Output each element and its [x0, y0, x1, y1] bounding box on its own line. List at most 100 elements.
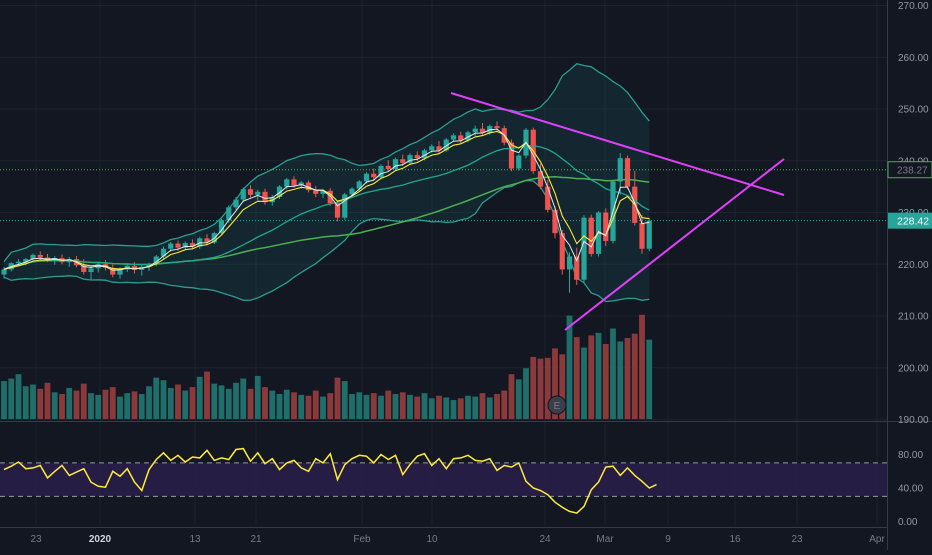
candle-body[interactable] [233, 199, 239, 208]
rsi-panel[interactable] [0, 447, 887, 514]
volume-bar [588, 335, 595, 419]
candle-body[interactable] [639, 222, 645, 249]
candle-body[interactable] [182, 243, 188, 248]
candle-body[interactable] [479, 128, 486, 133]
volume-bar [225, 388, 232, 419]
candle-body[interactable] [508, 142, 515, 169]
volume-bar [530, 356, 537, 419]
earnings-marker[interactable] [547, 395, 567, 415]
candle-body[interactable] [378, 165, 384, 178]
candle-body[interactable] [160, 248, 167, 257]
candle-body[interactable] [516, 155, 522, 169]
candle-body[interactable] [168, 243, 174, 249]
candle-body[interactable] [371, 173, 377, 178]
candle-body[interactable] [458, 135, 464, 141]
candle-body[interactable] [356, 181, 362, 189]
rsi-line[interactable] [3, 447, 657, 514]
candle-body[interactable] [189, 243, 196, 247]
candle-body[interactable] [284, 179, 290, 187]
volume-bar [66, 387, 73, 419]
candle-body[interactable] [581, 217, 587, 280]
candle-body[interactable] [559, 233, 565, 270]
candle-body[interactable] [334, 203, 341, 218]
candle-body[interactable] [646, 220, 652, 249]
volume-bar [124, 393, 131, 419]
candle-body[interactable] [117, 269, 123, 275]
volume-bar [37, 388, 44, 419]
candle-body[interactable] [429, 146, 435, 151]
candle-body[interactable] [81, 265, 87, 273]
volume-bar [639, 314, 645, 419]
candle-body[interactable] [566, 256, 573, 270]
candle-body[interactable] [320, 190, 326, 194]
candle-body[interactable] [465, 132, 471, 141]
candle-body[interactable] [588, 217, 594, 254]
candle-body[interactable] [153, 256, 159, 265]
candle-body[interactable] [363, 173, 370, 182]
candle-body[interactable] [414, 155, 420, 159]
volume-bar [631, 333, 638, 419]
volume-bar [182, 390, 189, 419]
volume-bar [428, 398, 435, 419]
candle-body[interactable] [88, 268, 94, 273]
candle-body[interactable] [131, 265, 138, 270]
candle-body[interactable] [552, 209, 558, 234]
volume-bar [153, 377, 160, 419]
candle-body[interactable] [15, 261, 22, 264]
candle-body[interactable] [291, 179, 297, 186]
candle-body[interactable] [400, 159, 406, 163]
candle-body[interactable] [110, 267, 116, 275]
candle-body[interactable] [574, 256, 580, 280]
candle-body[interactable] [450, 135, 457, 140]
trendline-upper[interactable] [450, 92, 785, 196]
volume-bar [8, 378, 15, 419]
candle-body[interactable] [472, 128, 478, 133]
candle-body[interactable] [305, 182, 312, 191]
candle-body[interactable] [494, 126, 500, 129]
time-axis-tick-label: 13 [189, 534, 201, 545]
candle-body[interactable] [255, 191, 261, 195]
trendlines[interactable] [450, 92, 785, 331]
volume-bar [508, 374, 515, 419]
candle-body[interactable] [146, 264, 152, 267]
candle-body[interactable] [218, 220, 225, 234]
candle-body[interactable] [436, 146, 442, 151]
candle-body[interactable] [443, 139, 449, 151]
volume-bar [566, 315, 573, 419]
candle-body[interactable] [624, 158, 631, 187]
candle-body[interactable] [545, 186, 551, 210]
candle-body[interactable] [407, 155, 413, 163]
candle-body[interactable] [204, 238, 210, 243]
trendline-lower[interactable] [564, 158, 785, 331]
volume-bar [457, 398, 464, 419]
candle-body[interactable] [269, 196, 275, 203]
candle-body[interactable] [276, 186, 283, 197]
candle-body[interactable] [385, 165, 391, 170]
volume-bar [247, 388, 254, 419]
price-tags: 238.27 228.42 [887, 161, 932, 229]
candle-body[interactable] [327, 190, 333, 204]
candle-body[interactable] [175, 243, 181, 248]
candle-body[interactable] [537, 171, 544, 187]
candle-body[interactable] [421, 150, 428, 159]
volume-bar [80, 383, 87, 419]
candle-body[interactable] [262, 191, 268, 203]
candle-body[interactable] [392, 159, 399, 170]
candle-body[interactable] [37, 254, 43, 258]
candle-body[interactable] [23, 259, 29, 262]
candle-body[interactable] [240, 189, 246, 200]
candle-body[interactable] [617, 158, 623, 182]
volume-bar [44, 382, 51, 419]
candle-body[interactable] [313, 190, 319, 194]
candle-body[interactable] [342, 194, 348, 218]
candle-body[interactable] [349, 188, 355, 195]
volume-bar [138, 394, 145, 419]
candle-body[interactable] [30, 254, 36, 260]
candle-body[interactable] [1, 269, 7, 275]
price-axis-tick-label: 260.00 [898, 53, 929, 64]
candle-body[interactable] [247, 189, 254, 195]
candle-body[interactable] [603, 212, 609, 241]
candle-body[interactable] [226, 207, 232, 221]
